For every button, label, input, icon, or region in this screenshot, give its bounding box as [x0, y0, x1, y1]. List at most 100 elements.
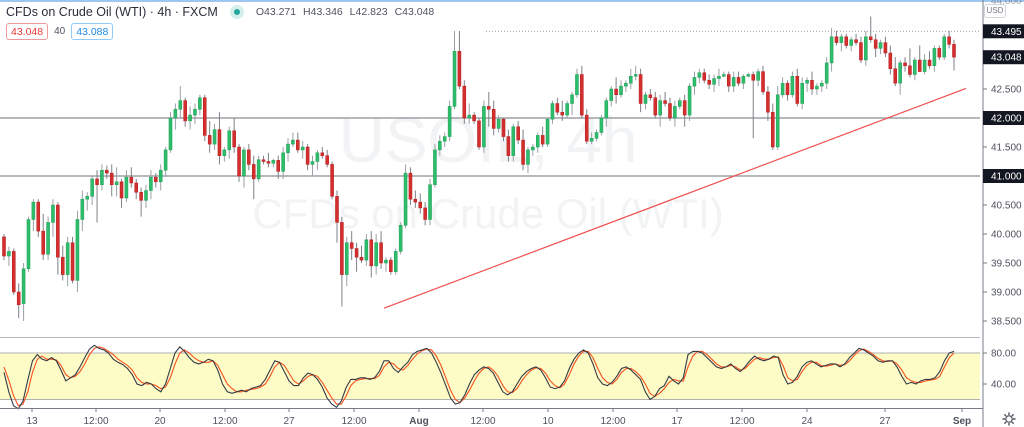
candle[interactable]: [452, 31, 457, 110]
candle[interactable]: [100, 164, 104, 191]
candle[interactable]: [589, 132, 594, 145]
candle[interactable]: [408, 167, 413, 205]
candle[interactable]: [501, 118, 506, 142]
candle[interactable]: [629, 68, 633, 89]
candle[interactable]: [614, 77, 618, 104]
candle[interactable]: [41, 213, 45, 261]
candle[interactable]: [736, 71, 741, 87]
candle[interactable]: [731, 71, 736, 92]
candle[interactable]: [134, 178, 138, 200]
candle[interactable]: [717, 68, 721, 87]
candle[interactable]: [428, 178, 432, 226]
candle[interactable]: [271, 158, 276, 168]
candle[interactable]: [16, 283, 21, 319]
candle[interactable]: [829, 28, 834, 72]
candle[interactable]: [702, 68, 707, 84]
candle[interactable]: [868, 16, 873, 43]
candle[interactable]: [46, 216, 50, 261]
candle[interactable]: [227, 126, 232, 159]
buy-button[interactable]: 43.088: [71, 23, 114, 40]
candle[interactable]: [496, 115, 501, 133]
candle[interactable]: [790, 71, 795, 98]
candle[interactable]: [526, 147, 530, 174]
candle[interactable]: [60, 245, 65, 281]
candle[interactable]: [726, 71, 731, 92]
candle[interactable]: [560, 100, 565, 121]
candle[interactable]: [775, 86, 780, 150]
candle[interactable]: [472, 112, 476, 124]
candle[interactable]: [56, 202, 60, 275]
horizontal-levels[interactable]: [0, 30, 980, 177]
candle[interactable]: [545, 118, 550, 147]
candle[interactable]: [163, 147, 168, 176]
candle[interactable]: [188, 106, 192, 130]
candle[interactable]: [707, 74, 711, 90]
candle[interactable]: [2, 234, 6, 261]
candle[interactable]: [824, 57, 829, 89]
candle[interactable]: [26, 216, 31, 272]
candle[interactable]: [506, 129, 511, 162]
candle[interactable]: [663, 91, 667, 107]
candle[interactable]: [212, 123, 217, 150]
candle[interactable]: [80, 190, 85, 232]
candle[interactable]: [599, 115, 604, 136]
candle[interactable]: [178, 86, 183, 118]
candle[interactable]: [119, 178, 124, 208]
candle[interactable]: [232, 118, 236, 153]
candle[interactable]: [325, 149, 329, 168]
candle[interactable]: [609, 86, 613, 107]
candle[interactable]: [389, 257, 393, 275]
candle[interactable]: [462, 80, 467, 124]
candle[interactable]: [839, 33, 844, 52]
candle[interactable]: [349, 231, 354, 261]
candle[interactable]: [109, 164, 114, 197]
candle[interactable]: [296, 132, 300, 153]
candle[interactable]: [75, 210, 80, 292]
candle[interactable]: [682, 94, 687, 127]
candle[interactable]: [550, 100, 555, 124]
trendline-segment[interactable]: [383, 87, 967, 309]
candle[interactable]: [785, 80, 790, 101]
candle[interactable]: [438, 135, 442, 156]
candle[interactable]: [330, 161, 334, 200]
candle[interactable]: [834, 31, 839, 46]
candle[interactable]: [345, 236, 349, 287]
candle[interactable]: [398, 222, 403, 255]
candle[interactable]: [687, 83, 692, 121]
candle[interactable]: [379, 231, 383, 269]
candle[interactable]: [604, 97, 609, 127]
candle[interactable]: [310, 155, 315, 176]
candle[interactable]: [251, 155, 256, 200]
stochastic-pane[interactable]: [0, 337, 980, 410]
candle[interactable]: [697, 68, 702, 84]
candle[interactable]: [761, 65, 765, 95]
candle[interactable]: [535, 132, 540, 153]
candle[interactable]: [320, 147, 325, 159]
candle[interactable]: [815, 83, 819, 95]
candle[interactable]: [477, 118, 481, 150]
candle[interactable]: [315, 149, 320, 171]
candle[interactable]: [203, 94, 207, 142]
candle[interactable]: [594, 129, 599, 142]
candle[interactable]: [105, 165, 109, 179]
candle[interactable]: [487, 91, 491, 127]
candle[interactable]: [903, 57, 907, 72]
candle[interactable]: [423, 202, 427, 226]
candle[interactable]: [692, 71, 697, 95]
candle[interactable]: [183, 97, 187, 127]
candle[interactable]: [673, 100, 677, 127]
candle[interactable]: [937, 45, 942, 61]
candle[interactable]: [741, 74, 746, 90]
candle[interactable]: [893, 57, 898, 87]
candle[interactable]: [917, 45, 922, 72]
candle[interactable]: [913, 57, 917, 81]
candle[interactable]: [511, 123, 516, 162]
candle[interactable]: [237, 144, 241, 182]
candle[interactable]: [433, 144, 437, 188]
candle[interactable]: [844, 33, 849, 49]
candle[interactable]: [384, 257, 388, 272]
candle[interactable]: [756, 68, 760, 87]
candle[interactable]: [124, 170, 129, 203]
candle[interactable]: [580, 65, 584, 118]
candle[interactable]: [281, 147, 285, 179]
